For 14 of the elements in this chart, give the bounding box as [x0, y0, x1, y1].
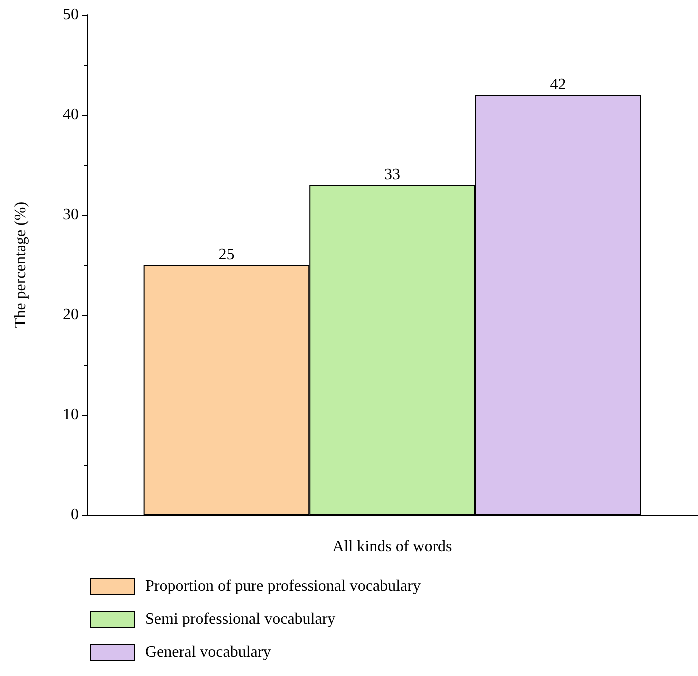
y-tick-label: 30 [63, 206, 79, 224]
legend-label: General vocabulary [146, 644, 272, 661]
legend-label: Proportion of pure professional vocabulary [146, 578, 421, 595]
y-tick-label: 0 [71, 506, 79, 524]
data-label: 42 [550, 76, 566, 94]
y-tick-label: 20 [63, 306, 79, 324]
data-label: 33 [384, 166, 400, 184]
x-axis-title: All kinds of words [332, 538, 452, 556]
y-tick-label: 50 [63, 6, 79, 24]
y-axis-title: The percentage (%) [12, 202, 30, 328]
y-tick-label: 10 [63, 406, 79, 424]
y-tick-label: 40 [63, 106, 79, 124]
data-label: 25 [218, 246, 235, 264]
legend-label: Semi professional vocabulary [146, 611, 336, 628]
